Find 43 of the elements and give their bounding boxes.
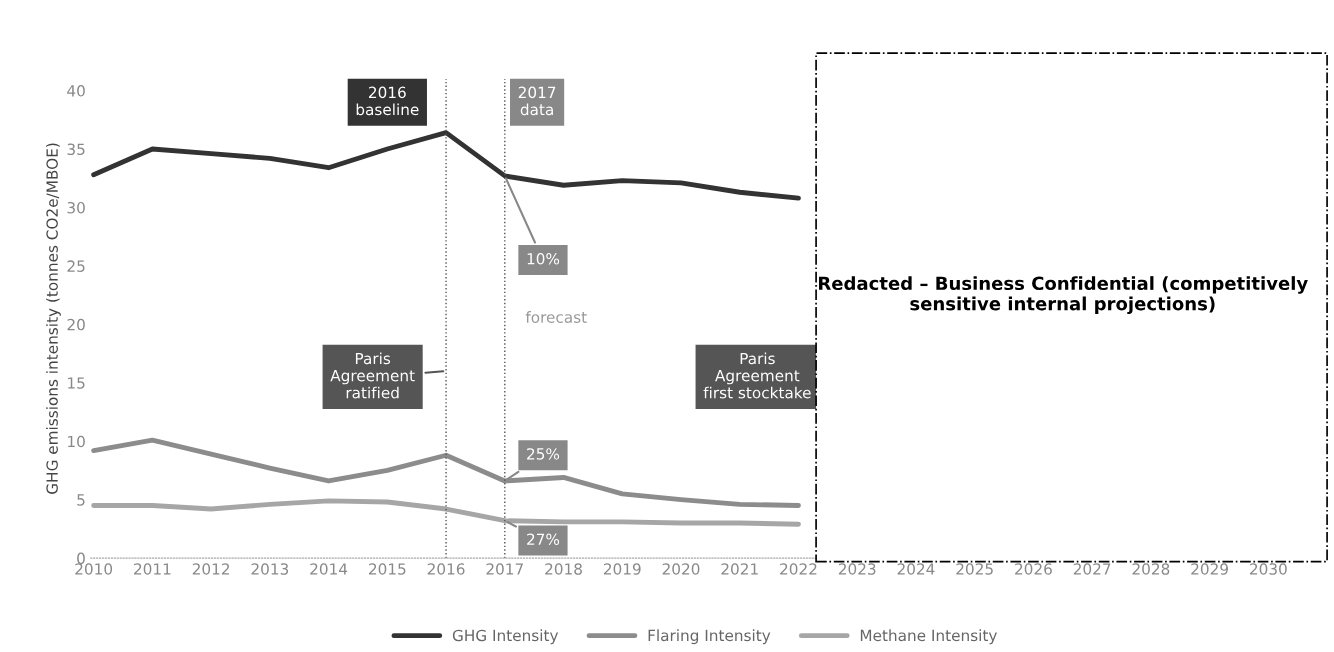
x-tick-label: 2022: [780, 563, 817, 575]
x-tick-label: 2021: [721, 563, 758, 575]
x-tick-label: 2024: [897, 563, 935, 575]
annotation: forecast: [525, 311, 587, 323]
y-tick-label: 15: [68, 377, 85, 389]
x-tick-label: 2029: [1191, 563, 1228, 575]
annotation: Paris Agreement first stocktake: [703, 352, 811, 399]
legend-label: Methane Intensity: [860, 629, 997, 645]
y-axis-title: GHG emissions intensity (tonnes CO2e/MBOE): [46, 143, 61, 494]
x-tick-label: 2013: [251, 563, 289, 575]
annotation: Paris Agreement ratified: [330, 352, 415, 399]
x-tick-label: 2027: [1073, 563, 1111, 575]
x-tick-label: 2017: [486, 563, 523, 575]
y-tick-label: 40: [67, 85, 85, 97]
x-tick-label: 2028: [1132, 563, 1170, 575]
x-tick-label: 2023: [838, 563, 876, 575]
annotation: Redacted – Business Confidential (competitively sensitive internal projections): [819, 276, 1308, 315]
annotation: 27%: [527, 533, 560, 546]
x-tick-label: 2010: [75, 563, 113, 575]
x-tick-label: 2019: [603, 563, 641, 575]
legend-label: GHG Intensity: [452, 629, 559, 645]
x-tick-label: 2026: [1015, 563, 1052, 575]
y-tick-label: 35: [67, 143, 85, 156]
annotation: 2016 baseline: [356, 86, 419, 116]
x-tick-label: 2015: [369, 563, 406, 575]
x-tick-label: 2011: [134, 563, 171, 575]
legend-label: Flaring Intensity: [648, 629, 771, 645]
x-tick-label: 2018: [545, 563, 582, 575]
annotation: 2017 data: [518, 86, 556, 116]
y-tick-label: 20: [67, 318, 85, 331]
y-tick-label: 10: [68, 435, 85, 448]
x-tick-label: 2014: [310, 563, 348, 575]
x-tick-label: 2025: [956, 563, 993, 575]
y-tick-label: 25: [67, 260, 85, 272]
annotation: 10%: [527, 252, 560, 265]
x-tick-label: 2020: [662, 563, 700, 575]
x-tick-label: 2012: [192, 563, 230, 575]
x-tick-label: 2016: [427, 563, 465, 575]
x-tick-label: 2030: [1250, 563, 1287, 575]
y-tick-label: 5: [77, 494, 85, 506]
y-tick-label: 0: [77, 552, 85, 565]
y-tick-label: 30: [67, 201, 85, 214]
annotation: 25%: [527, 448, 560, 460]
